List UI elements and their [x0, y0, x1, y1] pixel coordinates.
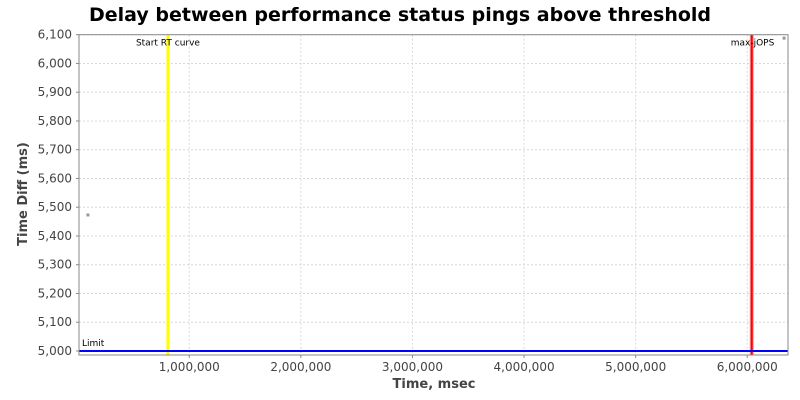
y-tick-label: 5,100 [38, 315, 72, 329]
data-point [782, 36, 786, 40]
y-tick-label: 5,200 [38, 286, 72, 300]
y-tick-label: 5,000 [38, 344, 72, 358]
x-tick-label: 6,000,000 [717, 360, 778, 374]
marks: Start RT curve max-jOPS Limit [79, 34, 788, 355]
data-point [86, 213, 90, 217]
x-tick-label: 5,000,000 [605, 360, 666, 374]
ticks: 1,000,000 2,000,000 3,000,000 4,000,000 5,00… [38, 28, 789, 374]
y-tick-label: 5,700 [38, 143, 72, 157]
marker-label: Limit [82, 339, 105, 349]
y-tick-label: 5,500 [38, 200, 72, 214]
x-tick-label: 4,000,000 [494, 360, 555, 374]
marker-label: Start RT curve [136, 39, 200, 49]
plot-background [79, 34, 788, 355]
y-tick-label: 5,900 [38, 85, 72, 99]
grid [79, 34, 788, 355]
x-tick-label: 2,000,000 [270, 360, 331, 374]
y-axis-label: Time Diff (ms) [16, 142, 31, 246]
y-tick-label: 5,800 [38, 114, 72, 128]
chart-title: Delay between performance status pings a… [89, 4, 711, 26]
y-tick-label: 5,600 [38, 171, 72, 185]
marker-label: max-jOPS [731, 39, 775, 49]
plot-border [78, 34, 789, 356]
y-tick-label: 5,300 [38, 258, 72, 272]
y-tick-label: 6,000 [38, 56, 72, 70]
x-tick-label: 3,000,000 [382, 360, 443, 374]
x-axis-label: Time, msec [393, 377, 476, 392]
x-tick-label: 1,000,000 [159, 360, 220, 374]
y-tick-label: 5,400 [38, 229, 72, 243]
y-tick-label: 6,100 [38, 28, 72, 42]
